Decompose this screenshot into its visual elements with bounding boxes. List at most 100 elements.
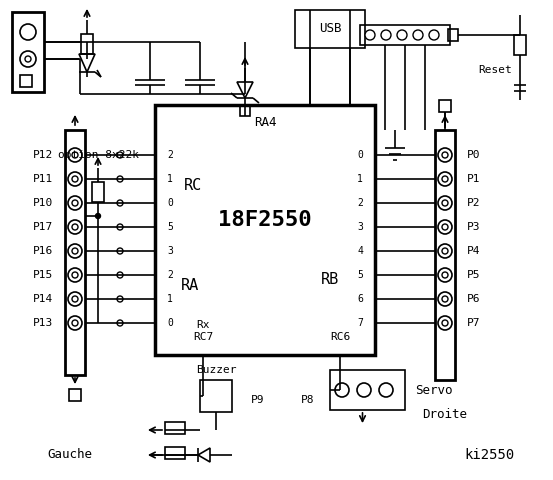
Bar <box>330 370 405 410</box>
Circle shape <box>117 320 123 326</box>
Circle shape <box>442 296 448 302</box>
Circle shape <box>365 30 375 40</box>
Bar <box>448 29 458 41</box>
Text: P5: P5 <box>467 270 481 280</box>
Text: Buzzer: Buzzer <box>196 365 236 375</box>
Bar <box>514 35 526 55</box>
Text: 3: 3 <box>357 222 363 232</box>
Text: 1: 1 <box>167 294 173 304</box>
Text: Rx: Rx <box>196 320 210 330</box>
Text: RB: RB <box>321 273 339 288</box>
Circle shape <box>397 30 407 40</box>
Text: P8: P8 <box>301 395 315 405</box>
Text: P0: P0 <box>467 150 481 160</box>
Circle shape <box>117 152 123 158</box>
Circle shape <box>117 248 123 254</box>
Text: 0: 0 <box>167 318 173 328</box>
Circle shape <box>429 30 439 40</box>
Text: ki2550: ki2550 <box>465 448 515 462</box>
Text: P3: P3 <box>467 222 481 232</box>
Text: P7: P7 <box>467 318 481 328</box>
Circle shape <box>442 176 448 182</box>
Text: Droite: Droite <box>422 408 467 421</box>
Text: RA4: RA4 <box>254 117 276 130</box>
Bar <box>439 100 451 112</box>
Bar <box>360 25 450 45</box>
Circle shape <box>117 224 123 230</box>
Text: 1: 1 <box>167 174 173 184</box>
Text: 4: 4 <box>357 246 363 256</box>
Circle shape <box>381 30 391 40</box>
Text: 2: 2 <box>167 150 173 160</box>
Bar <box>155 105 375 355</box>
Text: 0: 0 <box>357 150 363 160</box>
Bar <box>165 447 185 459</box>
Text: option 8x22k: option 8x22k <box>58 150 138 160</box>
Bar <box>240 106 250 116</box>
Circle shape <box>413 30 423 40</box>
Circle shape <box>438 148 452 162</box>
Circle shape <box>68 148 82 162</box>
Text: RC7: RC7 <box>193 332 213 342</box>
Bar <box>92 182 104 202</box>
Text: 1: 1 <box>357 174 363 184</box>
Bar <box>65 130 85 375</box>
Circle shape <box>68 268 82 282</box>
Circle shape <box>68 196 82 210</box>
Circle shape <box>20 24 36 40</box>
Text: Reset: Reset <box>478 65 512 75</box>
Circle shape <box>438 244 452 258</box>
Text: P2: P2 <box>467 198 481 208</box>
Circle shape <box>68 244 82 258</box>
Text: 5: 5 <box>357 270 363 280</box>
Circle shape <box>442 248 448 254</box>
Circle shape <box>379 383 393 397</box>
Text: RC: RC <box>184 178 202 192</box>
Circle shape <box>117 200 123 206</box>
Circle shape <box>442 224 448 230</box>
Circle shape <box>117 176 123 182</box>
Text: P12: P12 <box>33 150 53 160</box>
Text: 0: 0 <box>167 198 173 208</box>
Circle shape <box>96 214 101 218</box>
Text: P6: P6 <box>467 294 481 304</box>
Circle shape <box>25 56 31 62</box>
Bar <box>69 389 81 401</box>
Bar <box>20 75 32 87</box>
Text: Gauche: Gauche <box>48 448 92 461</box>
Text: P16: P16 <box>33 246 53 256</box>
Circle shape <box>442 152 448 158</box>
Text: P9: P9 <box>251 395 265 405</box>
Bar <box>165 422 185 434</box>
Text: P13: P13 <box>33 318 53 328</box>
Circle shape <box>117 296 123 302</box>
Circle shape <box>438 220 452 234</box>
Bar <box>12 12 44 92</box>
Circle shape <box>335 383 349 397</box>
Circle shape <box>72 296 78 302</box>
Circle shape <box>72 248 78 254</box>
Circle shape <box>442 272 448 278</box>
Circle shape <box>72 320 78 326</box>
Text: Servo: Servo <box>415 384 452 396</box>
Circle shape <box>442 320 448 326</box>
Circle shape <box>68 316 82 330</box>
Circle shape <box>68 292 82 306</box>
Circle shape <box>68 220 82 234</box>
Circle shape <box>72 272 78 278</box>
Circle shape <box>438 268 452 282</box>
Circle shape <box>72 200 78 206</box>
Text: 2: 2 <box>357 198 363 208</box>
Text: P1: P1 <box>467 174 481 184</box>
Circle shape <box>72 224 78 230</box>
Text: 2: 2 <box>167 270 173 280</box>
Circle shape <box>72 176 78 182</box>
Bar <box>435 130 455 380</box>
Text: P11: P11 <box>33 174 53 184</box>
Bar <box>295 10 365 48</box>
Circle shape <box>438 196 452 210</box>
Text: 3: 3 <box>167 246 173 256</box>
Text: P15: P15 <box>33 270 53 280</box>
Circle shape <box>20 51 36 67</box>
Text: USB: USB <box>319 23 341 36</box>
